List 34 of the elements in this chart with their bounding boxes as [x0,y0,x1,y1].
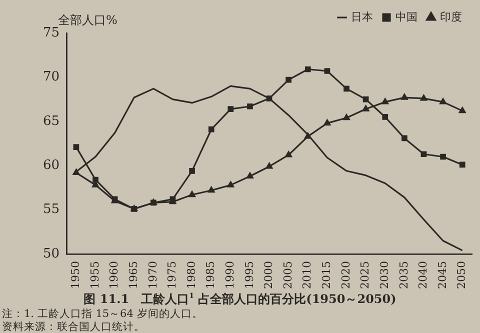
x-tick-label: 1965 [126,261,140,290]
y-tick-label: 65 [42,114,60,129]
x-tick-label: 2020 [339,261,352,290]
x-tick-label: 1975 [166,261,179,290]
x-tick-label: 1970 [146,261,160,290]
x-tick-label: 1990 [224,261,237,290]
text: 资料来源：联合国人口统计。 [2,320,146,333]
x-tick-label: 1960 [108,261,121,290]
x-tick-label: 2050 [455,261,468,290]
legend-label: 印度 [440,10,462,24]
x-tick-label: 2025 [358,261,372,290]
x-tick-label: 2005 [281,261,294,290]
legend-label: 日本 [351,10,373,24]
y-tick-label: 60 [42,158,60,173]
x-tick-label: 1995 [242,261,256,290]
x-tick-label: 2010 [300,261,314,290]
x-tick-label: 1950 [69,261,82,290]
x-tick-label: 1980 [184,261,198,290]
text: 图 11.1 工龄人口$^{1}$ 占全部人口的百分比(1950～2050) [82,291,398,308]
x-tick-label: 2030 [378,261,391,290]
y-tick-label: 55 [42,202,60,218]
x-tick-label: 2045 [436,261,449,290]
y-tick-label: 50 [42,246,60,262]
x-tick-label: 1955 [88,261,102,290]
y-tick-label: 70 [42,70,60,85]
x-tick-label: 1985 [204,261,218,290]
x-tick-label: 2000 [262,261,276,290]
x-tick-label: 2035 [397,261,410,290]
x-tick-label: 2040 [416,261,430,290]
x-tick-label: 2015 [320,261,334,290]
y-tick-label: 75 [42,25,60,40]
y-axis-title: 全部人口% [58,13,118,28]
legend-label: 中国 [396,10,418,24]
text: 注：1. 工龄人口指 15～64 岁间的人口。 [2,308,203,320]
